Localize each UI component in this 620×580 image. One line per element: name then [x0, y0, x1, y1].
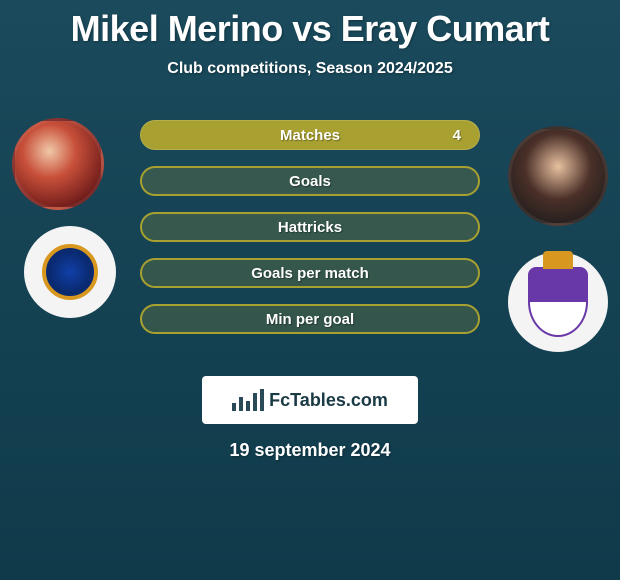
- club-left-badge: [24, 226, 116, 318]
- stat-label: Goals: [289, 173, 331, 190]
- stat-value: 4: [453, 127, 461, 144]
- stat-bar-goals: Goals: [140, 166, 480, 196]
- stat-label: Min per goal: [266, 311, 354, 328]
- stat-label: Goals per match: [251, 265, 369, 282]
- stat-label: Hattricks: [278, 219, 342, 236]
- footer-date: 19 september 2024: [0, 440, 620, 461]
- stat-bar-matches: Matches 4: [140, 120, 480, 150]
- player-left-avatar: [12, 118, 104, 210]
- stat-bar-mpg: Min per goal: [140, 304, 480, 334]
- stat-label: Matches: [280, 127, 340, 144]
- club-right-crest: [528, 267, 588, 337]
- stat-bar-gpm: Goals per match: [140, 258, 480, 288]
- page-title: Mikel Merino vs Eray Cumart: [0, 0, 620, 50]
- comparison-content: Matches 4 Goals Hattricks Goals per matc…: [0, 108, 620, 368]
- chart-icon: [232, 389, 264, 411]
- stat-bars: Matches 4 Goals Hattricks Goals per matc…: [140, 120, 480, 350]
- brand-name: FcTables.com: [269, 390, 388, 411]
- player-right-avatar: [508, 126, 608, 226]
- stat-bar-hattricks: Hattricks: [140, 212, 480, 242]
- club-right-badge: [508, 252, 608, 352]
- club-left-crest: [42, 244, 98, 300]
- page-subtitle: Club competitions, Season 2024/2025: [0, 60, 620, 78]
- brand-logo-box: FcTables.com: [202, 376, 418, 424]
